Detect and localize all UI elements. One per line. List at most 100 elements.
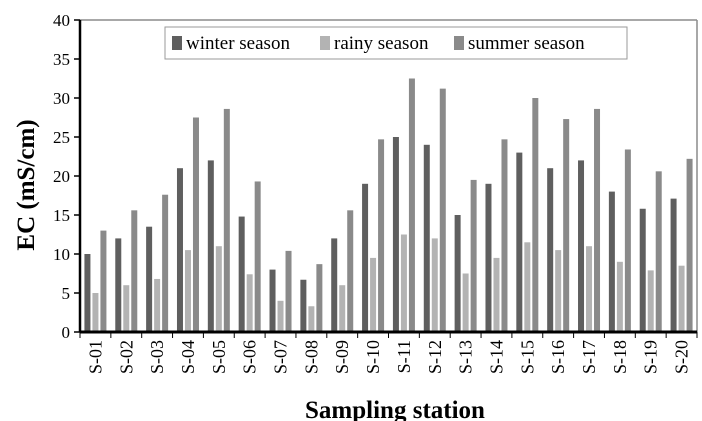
- bar-winter-season-S-16: [547, 168, 554, 332]
- bar-rainy-season-S-16: [555, 250, 562, 332]
- bar-summer-season-S-14: [501, 139, 508, 332]
- bar-summer-season-S-08: [316, 264, 323, 332]
- x-tick-label-S-10: S-10: [363, 340, 383, 374]
- x-tick-label-S-17: S-17: [579, 340, 599, 374]
- bar-summer-season-S-17: [594, 108, 601, 332]
- y-tick-label: 10: [53, 245, 70, 264]
- bar-summer-season-S-20: [686, 158, 693, 332]
- y-tick-label: 25: [53, 128, 70, 147]
- bar-rainy-season-S-11: [400, 234, 407, 332]
- x-tick-label-S-14: S-14: [486, 340, 506, 374]
- x-tick-label-S-19: S-19: [641, 340, 661, 374]
- x-axis-title: Sampling station: [305, 397, 485, 421]
- bar-summer-season-S-07: [285, 250, 292, 332]
- y-tick-label: 30: [53, 89, 70, 108]
- bar-rainy-season-S-10: [370, 257, 377, 332]
- x-axis: S-01 S-02 S-03 S-04 S-05 S-06 S-07 S-08 S-09 S-10…: [79, 332, 698, 374]
- bar-summer-season-S-05: [223, 108, 230, 332]
- bar-winter-season-S-13: [454, 215, 461, 332]
- x-tick-label-S-20: S-20: [672, 340, 692, 374]
- bar-summer-season-S-15: [532, 98, 539, 332]
- bar-rainy-season-S-01: [92, 293, 99, 332]
- bar-winter-season-S-15: [516, 152, 523, 332]
- bar-winter-season-S-03: [146, 226, 153, 332]
- y-tick-label: 5: [62, 284, 71, 303]
- bars-layer: [84, 78, 693, 332]
- bar-rainy-season-S-15: [524, 242, 531, 332]
- bar-summer-season-S-16: [563, 119, 570, 332]
- x-tick-label-S-06: S-06: [240, 340, 260, 374]
- bar-rainy-season-S-09: [339, 285, 346, 332]
- bar-rainy-season-S-18: [616, 261, 623, 332]
- bar-summer-season-S-04: [192, 117, 199, 332]
- y-axis: 0 5 10 15 20 25 30 35 40: [53, 11, 80, 342]
- legend-label-winter-season: winter season: [186, 33, 290, 54]
- bar-winter-season-S-12: [423, 144, 430, 332]
- x-tick-label-S-13: S-13: [456, 340, 476, 374]
- bar-rainy-season-S-12: [431, 238, 438, 332]
- bar-winter-season-S-06: [238, 216, 245, 332]
- x-tick-label-S-11: S-11: [394, 340, 414, 373]
- plot-frame: [78, 19, 698, 334]
- x-tick-label-S-03: S-03: [147, 340, 167, 374]
- x-tick-label-S-01: S-01: [85, 340, 105, 374]
- bar-winter-season-S-11: [392, 137, 399, 332]
- bar-winter-season-S-17: [578, 160, 585, 332]
- bar-winter-season-S-10: [362, 183, 369, 332]
- y-tick-label: 15: [53, 206, 70, 225]
- bar-winter-season-S-07: [269, 269, 276, 332]
- bar-rainy-season-S-17: [586, 246, 593, 332]
- bar-winter-season-S-04: [176, 168, 183, 332]
- bar-winter-season-S-05: [207, 160, 214, 332]
- bar-winter-season-S-02: [115, 238, 122, 332]
- y-tick-label: 20: [53, 167, 70, 186]
- bar-rainy-season-S-02: [123, 285, 130, 332]
- x-tick-label-S-07: S-07: [271, 340, 291, 374]
- bar-summer-season-S-19: [655, 171, 662, 332]
- y-tick-label: 0: [62, 323, 71, 342]
- bar-rainy-season-S-13: [462, 273, 469, 332]
- x-tick-label-S-18: S-18: [610, 340, 630, 374]
- legend-label-summer-season: summer season: [468, 33, 585, 54]
- bar-summer-season-S-13: [470, 179, 477, 332]
- bar-summer-season-S-10: [378, 139, 385, 332]
- bar-rainy-season-S-05: [215, 246, 222, 332]
- x-tick-label-S-12: S-12: [425, 340, 445, 374]
- legend-label-rainy-season: rainy season: [334, 33, 429, 54]
- x-tick-label-S-04: S-04: [178, 340, 198, 374]
- bar-summer-season-S-03: [162, 194, 169, 332]
- bar-rainy-season-S-07: [277, 300, 284, 332]
- bar-winter-season-S-18: [608, 191, 615, 332]
- legend-swatch-winter-season: [172, 36, 182, 50]
- bar-rainy-season-S-03: [154, 278, 161, 332]
- bar-summer-season-S-11: [408, 78, 415, 332]
- x-tick-label-S-16: S-16: [548, 340, 568, 374]
- y-tick-label: 40: [53, 11, 70, 30]
- bar-winter-season-S-08: [300, 279, 307, 332]
- bar-rainy-season-S-19: [647, 270, 654, 332]
- y-tick-label: 35: [53, 50, 70, 69]
- bar-winter-season-S-09: [331, 238, 338, 332]
- x-tick-label-S-08: S-08: [301, 340, 321, 374]
- x-tick-label-S-09: S-09: [332, 340, 352, 374]
- bar-summer-season-S-12: [439, 88, 446, 332]
- bar-rainy-season-S-20: [678, 265, 685, 332]
- bar-summer-season-S-01: [100, 230, 107, 332]
- y-axis-title: EC (mS/cm): [13, 119, 40, 250]
- bar-rainy-season-S-08: [308, 306, 315, 332]
- x-tick-label-S-05: S-05: [209, 340, 229, 374]
- bar-rainy-season-S-06: [246, 274, 253, 332]
- bar-winter-season-S-19: [639, 208, 646, 332]
- bar-rainy-season-S-14: [493, 257, 500, 332]
- x-tick-label-S-02: S-02: [116, 340, 136, 374]
- bar-rainy-season-S-04: [184, 250, 191, 332]
- legend-swatch-rainy-season: [320, 36, 330, 50]
- legend-swatch-summer-season: [454, 36, 464, 50]
- bar-summer-season-S-09: [347, 210, 354, 332]
- bar-winter-season-S-01: [84, 254, 91, 332]
- bar-summer-season-S-18: [624, 149, 631, 332]
- bar-summer-season-S-06: [254, 181, 261, 332]
- bar-winter-season-S-14: [485, 183, 492, 332]
